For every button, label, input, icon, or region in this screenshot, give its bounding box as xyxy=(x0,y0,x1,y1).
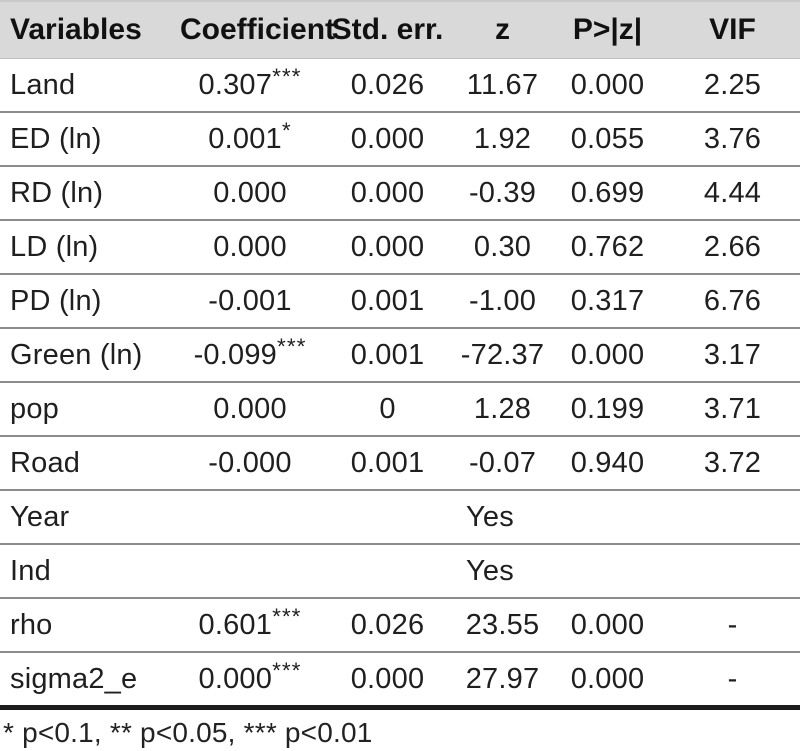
cell-coefficient: 0.000 xyxy=(180,165,320,220)
cell-vif: 2.25 xyxy=(703,68,762,101)
table-row: sigma2_e 0.000*** 0.000 27.97 0.000- xyxy=(0,651,800,708)
cell-coefficient: 0.000 xyxy=(180,219,320,274)
significance-stars: *** xyxy=(272,604,302,629)
cell-z: -0.39 xyxy=(455,165,550,220)
cell-p-value: 0.000 xyxy=(550,597,665,652)
cell-merged-value: Yes xyxy=(180,489,800,544)
cell-z: 11.67 xyxy=(466,68,539,101)
cell-vif: - xyxy=(665,597,800,652)
table-row: Road -0.000 0.001 -0.07 0.940 3.72 xyxy=(0,435,800,490)
cell-vif: 3.71 xyxy=(665,381,800,436)
cell-p-value: 0.317 xyxy=(550,273,665,328)
cell-p-value: 0.000 xyxy=(550,327,665,382)
cell-z: 23.55 xyxy=(455,597,550,652)
table-row: rho 0.601*** 0.026 23.55 0.000- xyxy=(0,597,800,652)
cell-variable: Year xyxy=(0,489,180,544)
cell-p-value: 0.000 xyxy=(570,68,645,101)
cell-z: 1.28 xyxy=(455,381,550,436)
cell-std-err: 0.001 xyxy=(320,435,455,490)
cell-std-err: 0.000 xyxy=(320,165,455,220)
cell-p-value: 0.762 xyxy=(550,219,665,274)
cell-std-err: 0.026 xyxy=(320,597,455,652)
cell-z: 27.97 xyxy=(455,651,550,708)
table-row: Ind Yes xyxy=(0,543,800,598)
cell-vif: 4.44 xyxy=(665,165,800,220)
significance-stars: * xyxy=(281,118,292,143)
cell-z: 1.92 xyxy=(455,111,550,166)
significance-stars: *** xyxy=(277,334,307,359)
cell-variable: Land xyxy=(10,68,76,101)
cell-z: -1.00 xyxy=(455,273,550,328)
table-row: Green (ln) -0.099*** 0.001 -72.37 0.000 3.17 xyxy=(0,327,800,382)
cell-p-value: 0.940 xyxy=(550,435,665,490)
cell-p-value: 0.000 xyxy=(550,651,665,708)
cell-variable: RD (ln) xyxy=(0,165,180,220)
cell-coefficient: 0.000*** xyxy=(180,651,320,708)
cell-variable: rho xyxy=(0,597,180,652)
cell-vif: 3.72 xyxy=(665,435,800,490)
cell-std-err: 0.000 xyxy=(320,219,455,274)
cell-p-value: 0.199 xyxy=(550,381,665,436)
cell-variable: Road xyxy=(0,435,180,490)
cell-z: 0.30 xyxy=(455,219,550,274)
cell-p-value: 0.699 xyxy=(550,165,665,220)
cell-std-err: 0.026 xyxy=(350,68,425,101)
table-body: Land 0.307*** 0.026 11.67 0.000 2.25 ED (ln) 0.… xyxy=(0,59,800,708)
table-row: Year Yes xyxy=(0,489,800,544)
cell-variable: PD (ln) xyxy=(0,273,180,328)
cell-std-err: 0.001 xyxy=(320,273,455,328)
cell-std-err: 0.000 xyxy=(320,651,455,708)
significance-stars: *** xyxy=(272,64,302,89)
table-row: ED (ln) 0.001* 0.000 1.92 0.055 3.76 xyxy=(0,111,800,166)
table-row: LD (ln) 0.000 0.000 0.30 0.762 2.66 xyxy=(0,219,800,274)
table-row: PD (ln) -0.001 0.001 -1.00 0.317 6.76 xyxy=(0,273,800,328)
cell-variable: sigma2_e xyxy=(0,651,180,708)
cell-variable: pop xyxy=(0,381,180,436)
column-header-variables: Variables xyxy=(0,1,180,59)
cell-z: -72.37 xyxy=(455,327,550,382)
cell-std-err: 0.001 xyxy=(320,327,455,382)
cell-std-err: 0.000 xyxy=(320,111,455,166)
cell-coefficient: 0.601*** xyxy=(180,597,320,652)
table-row: pop 0.000 0 1.28 0.199 3.71 xyxy=(0,381,800,436)
cell-coefficient: 0.307*** xyxy=(198,64,302,101)
table-row: RD (ln) 0.000 0.000 -0.39 0.699 4.44 xyxy=(0,165,800,220)
cell-variable: Green (ln) xyxy=(0,327,180,382)
significance-footnote: * p<0.1, ** p<0.05, *** p<0.01 xyxy=(3,717,373,748)
cell-vif: 2.66 xyxy=(665,219,800,274)
column-header-std-err: Std. err. xyxy=(320,1,455,59)
significance-stars: *** xyxy=(272,658,302,683)
cell-coefficient: 0.000 xyxy=(180,381,320,436)
cell-coefficient: 0.001* xyxy=(180,111,320,166)
column-header-vif: VIF xyxy=(665,1,800,59)
column-header-p-value: P>|z| xyxy=(550,1,665,59)
cell-vif: 3.76 xyxy=(665,111,800,166)
cell-coefficient: -0.001 xyxy=(180,273,320,328)
regression-results-table: Variables Coefficient Std. err. z P>|z| … xyxy=(0,0,800,710)
header-row: Variables Coefficient Std. err. z P>|z| … xyxy=(0,1,800,59)
cell-coefficient: -0.000 xyxy=(180,435,320,490)
cell-merged-value: Yes xyxy=(180,543,800,598)
cell-std-err: 0 xyxy=(320,381,455,436)
cell-vif: 3.17 xyxy=(665,327,800,382)
cell-z: -0.07 xyxy=(455,435,550,490)
cell-coefficient: -0.099*** xyxy=(180,327,320,382)
cell-vif: 6.76 xyxy=(665,273,800,328)
cell-variable: Ind xyxy=(0,543,180,598)
cell-variable: LD (ln) xyxy=(0,219,180,274)
column-header-z: z xyxy=(455,1,550,59)
cell-p-value: 0.055 xyxy=(550,111,665,166)
table-header: Variables Coefficient Std. err. z P>|z| … xyxy=(0,1,800,59)
cell-vif: - xyxy=(665,651,800,708)
column-header-coefficient: Coefficient xyxy=(180,1,335,59)
cell-variable: ED (ln) xyxy=(0,111,180,166)
table-row: Land 0.307*** 0.026 11.67 0.000 2.25 xyxy=(0,59,800,113)
